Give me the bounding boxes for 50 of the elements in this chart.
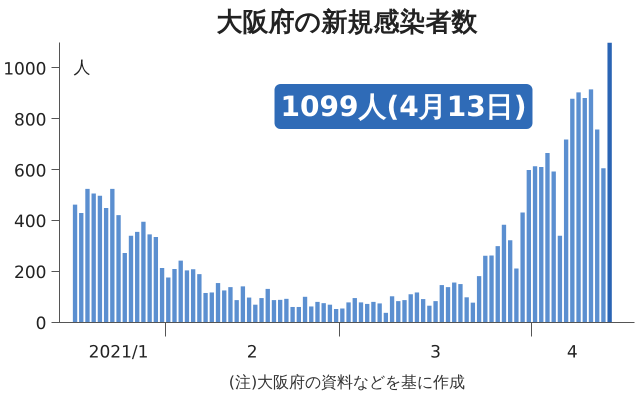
bar bbox=[160, 268, 164, 322]
bar bbox=[532, 166, 538, 322]
bar bbox=[607, 42, 612, 322]
bar bbox=[85, 188, 90, 322]
bar bbox=[266, 288, 270, 322]
y-axis-title: 人 bbox=[74, 58, 90, 78]
bar bbox=[414, 292, 420, 322]
bar bbox=[79, 213, 84, 322]
x-tick-label: 2021/1 bbox=[88, 342, 148, 362]
y-tick-label: 200 bbox=[14, 263, 47, 284]
bar bbox=[539, 166, 544, 322]
bar bbox=[408, 294, 413, 322]
x-tick-label: 3 bbox=[430, 342, 441, 362]
bar bbox=[352, 298, 357, 322]
bar bbox=[178, 260, 183, 322]
bar bbox=[582, 98, 587, 322]
y-tick-label: 400 bbox=[14, 212, 47, 232]
bar bbox=[216, 283, 220, 322]
bar bbox=[502, 224, 506, 322]
bar bbox=[184, 270, 190, 322]
bar bbox=[222, 290, 226, 322]
bar bbox=[588, 89, 594, 322]
bar bbox=[259, 298, 264, 322]
bar bbox=[72, 204, 78, 322]
bar bbox=[128, 236, 134, 322]
chart-title: 大阪府の新規感染者数 bbox=[216, 8, 478, 38]
bar bbox=[402, 300, 407, 322]
y-tick-label: 1000 bbox=[3, 59, 46, 80]
bar bbox=[446, 287, 450, 322]
text: (注)大阪府の資料などを基に作成 bbox=[228, 372, 466, 392]
x-tick-label: 4 bbox=[566, 342, 578, 362]
bar bbox=[576, 92, 581, 322]
bar bbox=[166, 277, 170, 322]
bar bbox=[489, 256, 494, 322]
bar bbox=[172, 269, 177, 322]
bar bbox=[545, 152, 550, 322]
y-tick-label: 600 bbox=[14, 161, 47, 182]
bar bbox=[272, 300, 276, 322]
bar bbox=[309, 306, 314, 322]
bar bbox=[458, 284, 463, 322]
y-tick-label: 0 bbox=[36, 314, 47, 334]
bar bbox=[452, 282, 456, 322]
y-tick-label: 800 bbox=[14, 110, 47, 130]
bar bbox=[228, 287, 233, 322]
bar bbox=[116, 215, 121, 322]
annotation: 1099人(4月13日) bbox=[280, 90, 526, 123]
bar bbox=[122, 253, 127, 322]
bar bbox=[496, 246, 500, 322]
x-tick-label: 2 bbox=[246, 342, 258, 362]
bar bbox=[396, 301, 400, 322]
